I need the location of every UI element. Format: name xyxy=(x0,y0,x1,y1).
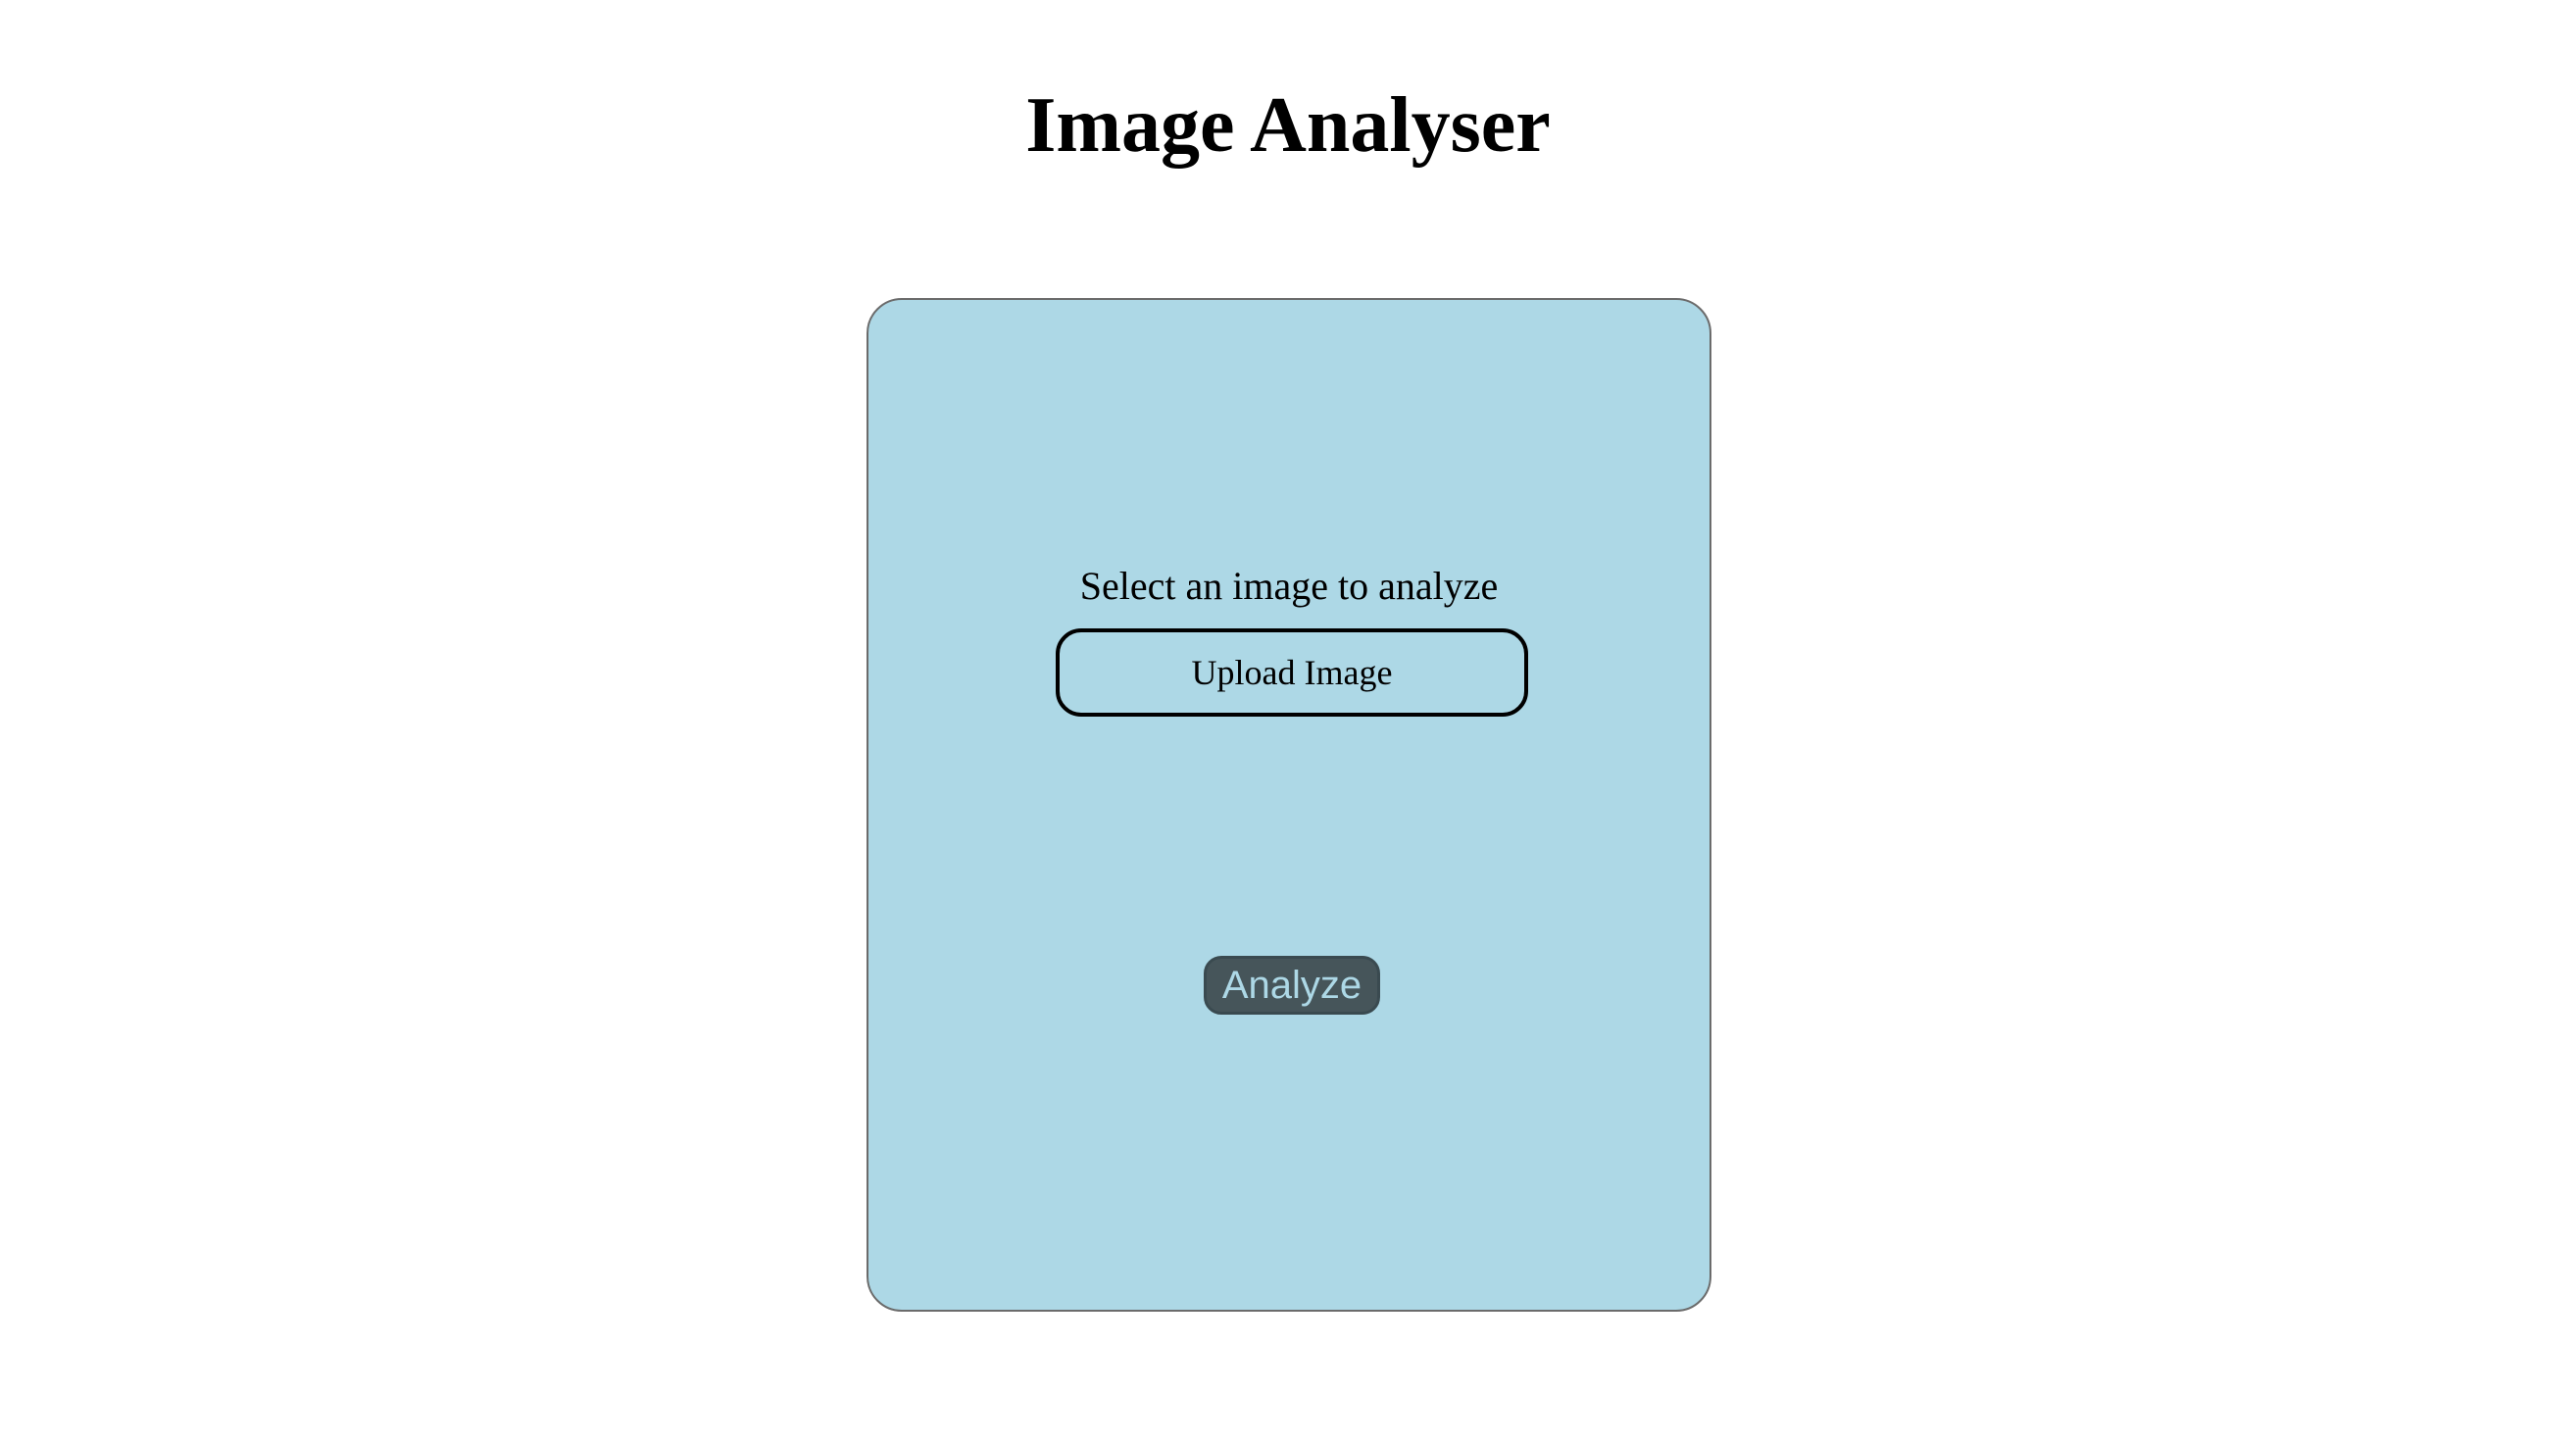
analyze-label: Analyze xyxy=(1221,963,1362,1007)
upload-image-label: Upload Image xyxy=(1191,653,1393,692)
analyze-button[interactable]: Analyze xyxy=(1204,956,1380,1015)
upload-image-button[interactable]: Upload Image xyxy=(1056,628,1528,717)
page-title: Image Analyser xyxy=(1025,82,1551,169)
analyser-card: Select an image to analyze Upload Image … xyxy=(867,298,1711,1312)
select-image-label: Select an image to analyze xyxy=(1079,564,1499,608)
